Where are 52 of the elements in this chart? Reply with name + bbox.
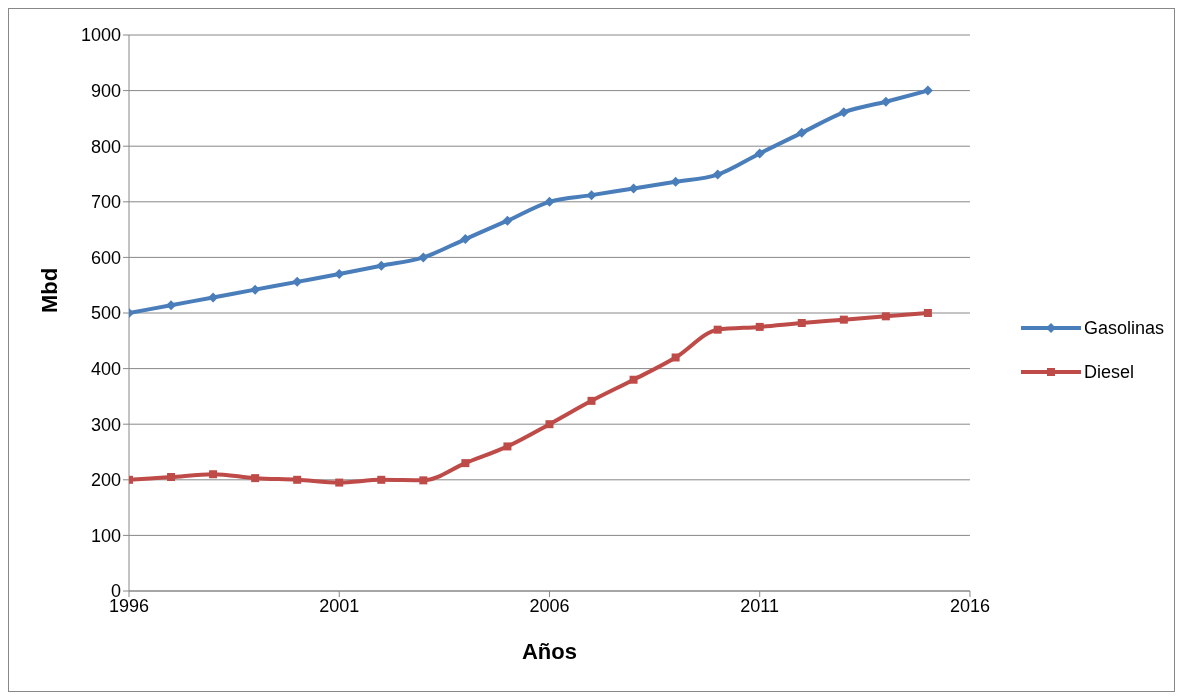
y-tick-label: 900 [90, 80, 121, 101]
y-tick-label: 500 [90, 303, 121, 324]
point [167, 473, 176, 482]
point [209, 470, 218, 479]
point [923, 309, 932, 317]
point [922, 85, 933, 96]
point [418, 252, 429, 263]
point [377, 475, 386, 484]
point [376, 260, 387, 271]
point [460, 234, 471, 245]
point [671, 353, 680, 362]
point [880, 96, 891, 107]
point [628, 183, 639, 194]
point [712, 169, 723, 180]
x-tick-label: 2006 [529, 595, 570, 616]
x-tick-label: 2016 [949, 595, 990, 616]
y-tick-label: 1000 [80, 25, 121, 46]
point [881, 312, 890, 321]
y-tick-label: 800 [90, 136, 121, 157]
x-tick-label: 2011 [740, 595, 780, 616]
point [796, 127, 807, 138]
y-tick-label: 600 [90, 247, 121, 268]
y-axis-title: Mbd [36, 267, 62, 313]
point [293, 475, 302, 484]
y-tick-label: 700 [90, 192, 121, 213]
y-tick-label: 200 [90, 470, 121, 491]
y-tick-label: 100 [90, 525, 121, 546]
point [838, 107, 849, 118]
point [335, 478, 344, 487]
y-tick-label: 400 [90, 358, 121, 379]
point [502, 215, 513, 226]
point [250, 284, 261, 295]
point [544, 196, 555, 207]
point [503, 442, 512, 451]
point [797, 319, 806, 328]
point [754, 148, 765, 159]
point [839, 315, 848, 324]
point [251, 474, 260, 483]
legend-label: Diesel [1083, 361, 1134, 384]
point [713, 325, 722, 334]
point [755, 322, 764, 331]
legend-label: Gasolinas [1083, 317, 1164, 340]
point [419, 476, 428, 485]
y-tick-label: 300 [90, 414, 121, 435]
point [208, 292, 219, 303]
point [461, 459, 470, 468]
point [629, 375, 638, 384]
x-tick-label: 2001 [319, 595, 360, 616]
point [587, 396, 596, 405]
x-axis-title: Años [521, 639, 577, 664]
point [670, 176, 681, 187]
point [545, 420, 554, 429]
